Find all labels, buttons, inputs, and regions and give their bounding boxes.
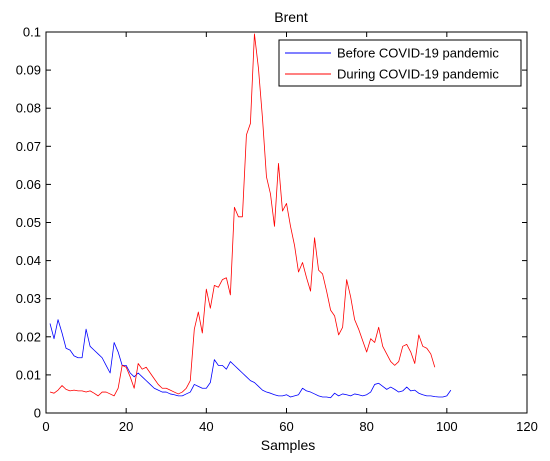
- legend-entry-label: During COVID-19 pandemic: [337, 67, 499, 82]
- series-line-before-covid: [49, 319, 452, 399]
- y-tick-label: 0.02: [16, 329, 41, 344]
- x-tick-label: 100: [436, 419, 458, 434]
- x-tick-label: 40: [199, 419, 213, 434]
- x-tick-label: 0: [42, 419, 49, 434]
- plot-frame: [45, 31, 528, 414]
- y-tick-label: 0.07: [16, 139, 41, 154]
- y-tick-label: 0.01: [16, 367, 41, 382]
- plot-area: [49, 33, 452, 399]
- x-tick-label: 80: [359, 419, 373, 434]
- y-tick-label: 0.05: [16, 215, 41, 230]
- legend-box: [278, 39, 522, 87]
- y-tick-label: 0.03: [16, 291, 41, 306]
- y-tick-label: 0.06: [16, 177, 41, 192]
- x-axis-label: Samples: [261, 437, 315, 453]
- y-tick-label: 0.09: [16, 63, 41, 78]
- y-tick-label: 0.08: [16, 101, 41, 116]
- legend-entry-label: Before COVID-19 pandemic: [337, 46, 499, 61]
- y-tick-label: 0: [34, 406, 41, 421]
- axes-frame: [45, 31, 528, 414]
- x-tick-label: 120: [516, 419, 538, 434]
- x-tick-label: 60: [279, 419, 293, 434]
- legend: Before COVID-19 pandemic During COVID-19 …: [278, 39, 522, 87]
- chart-title: Brent: [274, 9, 308, 25]
- y-tick-label: 0.1: [23, 25, 41, 40]
- x-tick-label: 20: [119, 419, 133, 434]
- series-line-during-covid: [49, 33, 436, 397]
- axis-ticks: 0 20 40 60 80 100 120 0 0.01 0.02 0.03 0.04 0.05 0.06…: [16, 25, 538, 435]
- y-tick-label: 0.04: [16, 253, 41, 268]
